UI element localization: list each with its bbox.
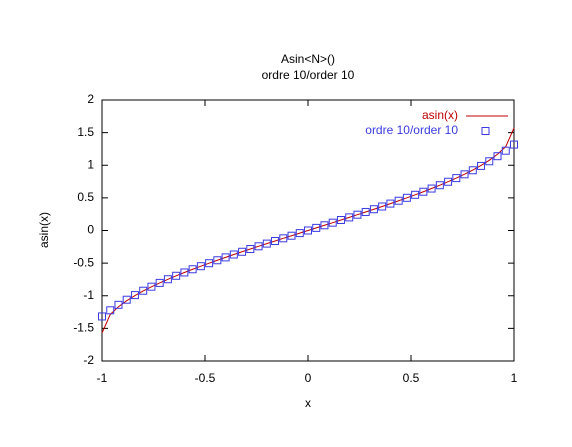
- y-tick-label: -1: [83, 288, 94, 302]
- y-axis-label: asin(x): [37, 212, 51, 248]
- x-tick-label: -0.5: [195, 371, 216, 385]
- data-point: [419, 187, 428, 196]
- data-point: [493, 152, 502, 161]
- x-axis-label: x: [305, 396, 311, 410]
- data-point: [361, 207, 370, 216]
- data-point: [229, 250, 238, 259]
- data-point: [196, 262, 205, 271]
- data-point: [386, 199, 395, 208]
- data-point: [295, 229, 304, 238]
- data-point: [477, 161, 486, 170]
- y-tick-label: -0.5: [73, 255, 94, 269]
- legend-label: asin(x): [422, 108, 458, 122]
- chart-title: Asin<N>(): [281, 52, 335, 66]
- data-point: [188, 265, 197, 274]
- data-point: [427, 184, 436, 193]
- data-point: [345, 213, 354, 222]
- x-tick-label: -1: [97, 371, 108, 385]
- data-point: [271, 237, 280, 246]
- y-tick-label: -2: [83, 353, 94, 367]
- data-point: [155, 278, 164, 287]
- data-point: [435, 181, 444, 190]
- legend-label: ordre 10/order 10: [365, 123, 458, 137]
- data-point: [221, 253, 230, 262]
- data-point: [411, 190, 420, 199]
- data-point: [147, 282, 156, 291]
- chart-subtitle: ordre 10/order 10: [262, 68, 355, 82]
- y-tick-label: 1: [87, 157, 94, 171]
- data-point: [238, 247, 247, 256]
- data-point: [460, 170, 469, 179]
- x-tick-label: 0: [305, 371, 312, 385]
- data-point: [468, 166, 477, 175]
- data-point: [279, 234, 288, 243]
- data-point: [328, 218, 337, 227]
- data-point: [139, 286, 148, 295]
- data-point: [254, 242, 263, 251]
- data-point: [262, 239, 271, 248]
- data-point: [114, 300, 123, 309]
- data-point: [130, 291, 139, 300]
- data-point: [501, 146, 510, 155]
- y-tick-label: 1.5: [77, 125, 94, 139]
- data-point: [246, 245, 255, 254]
- data-point: [106, 306, 115, 315]
- y-tick-label: -1.5: [73, 321, 94, 335]
- x-tick-label: 1: [511, 371, 518, 385]
- data-point: [287, 231, 296, 240]
- data-point: [485, 157, 494, 166]
- data-point: [510, 140, 518, 149]
- data-point: [180, 268, 189, 277]
- data-point: [394, 196, 403, 205]
- data-point: [98, 312, 106, 321]
- data-point: [452, 174, 461, 183]
- data-point: [336, 215, 345, 224]
- data-point: [369, 205, 378, 214]
- data-point: [312, 223, 321, 232]
- data-point: [172, 271, 181, 280]
- data-point: [122, 295, 131, 304]
- x-tick-label: 0.5: [403, 371, 420, 385]
- data-point: [320, 221, 329, 230]
- legend-swatch: [481, 127, 490, 135]
- data-point: [378, 202, 387, 211]
- data-point: [353, 210, 362, 219]
- data-point: [444, 177, 453, 186]
- data-point: [163, 275, 172, 284]
- data-point: [304, 226, 312, 235]
- data-point: [402, 193, 411, 202]
- data-line: [101, 127, 515, 334]
- y-tick-label: 0: [87, 223, 94, 237]
- data-point: [213, 256, 222, 265]
- data-point: [205, 259, 214, 268]
- y-tick-label: 0.5: [77, 190, 94, 204]
- y-tick-label: 2: [87, 92, 94, 106]
